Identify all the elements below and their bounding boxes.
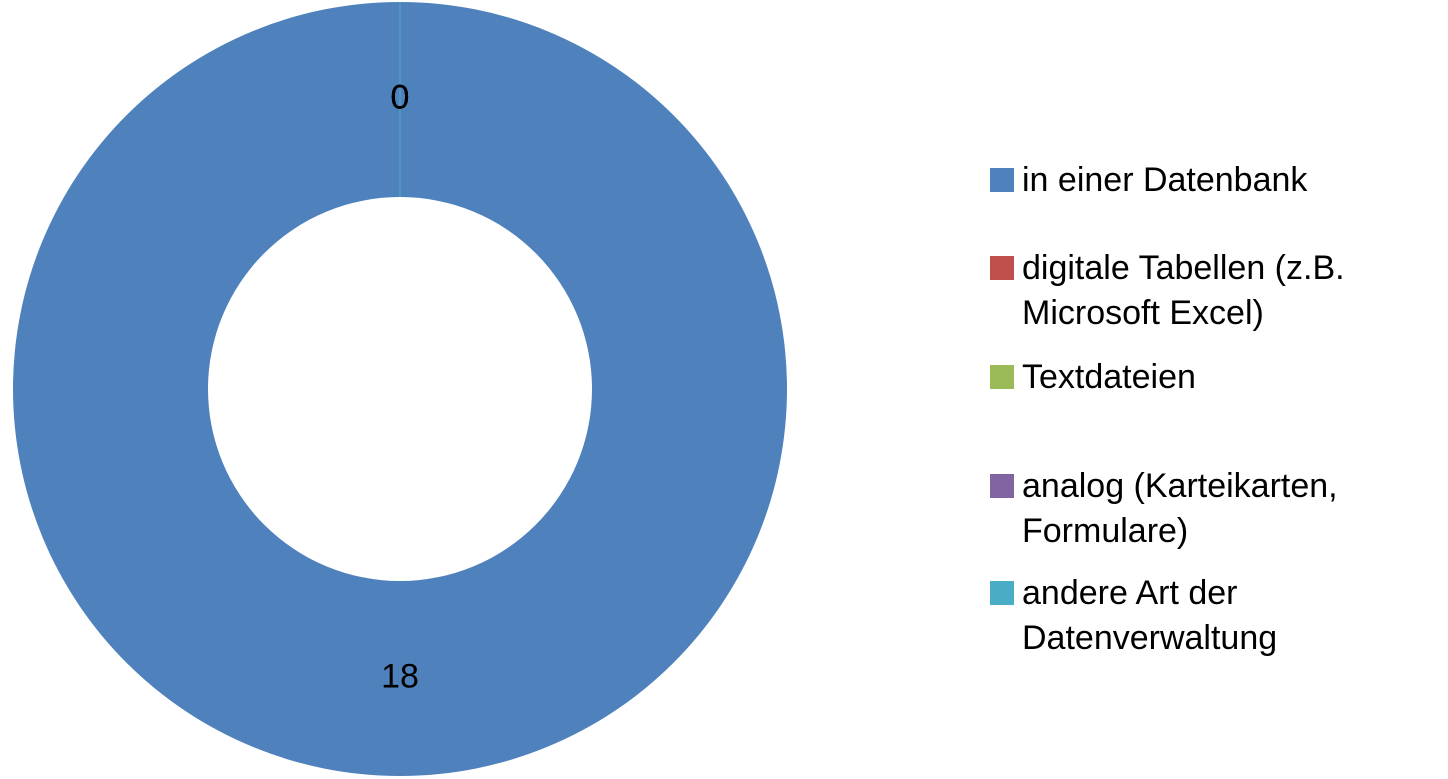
legend-swatch: [990, 474, 1014, 498]
legend-swatch: [990, 365, 1014, 389]
legend-item: analog (Karteikarten, Formulare): [990, 464, 1440, 554]
data-label: 0: [391, 78, 410, 116]
data-label: 0: [391, 78, 410, 116]
legend-swatch: [990, 581, 1014, 605]
legend-label: analog (Karteikarten, Formulare): [1022, 467, 1338, 550]
data-label: 0: [391, 78, 410, 116]
legend-label: in einer Datenbank: [1022, 161, 1308, 199]
legend-item: in einer Datenbank: [990, 158, 1440, 203]
legend-label: Textdateien: [1022, 358, 1196, 396]
donut-slice: [13, 2, 787, 776]
legend-label: digitale Tabellen (z.B. Microsoft Excel): [1022, 249, 1345, 332]
legend-item: digitale Tabellen (z.B. Microsoft Excel): [990, 246, 1440, 336]
legend-label: andere Art der Datenverwaltung: [1022, 574, 1278, 657]
data-label: 0: [391, 78, 410, 116]
legend-swatch: [990, 168, 1014, 192]
data-label: 18: [381, 657, 419, 695]
legend-item: Textdateien: [990, 355, 1440, 400]
legend-item: andere Art der Datenverwaltung: [990, 571, 1440, 661]
legend-swatch: [990, 256, 1014, 280]
